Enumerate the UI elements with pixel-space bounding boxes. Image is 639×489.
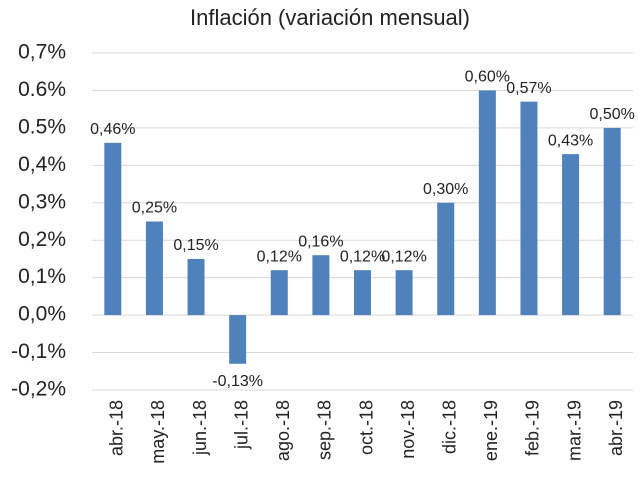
data-label: 0,12% xyxy=(381,248,426,265)
y-tick-label: 0.6% xyxy=(18,78,66,101)
data-label: 0,43% xyxy=(548,132,593,149)
bar xyxy=(478,90,496,316)
bar xyxy=(104,142,122,316)
data-label: 0,57% xyxy=(506,80,551,97)
data-label: 0,30% xyxy=(423,181,468,198)
bar xyxy=(187,258,205,316)
y-tick-label: -0,1% xyxy=(11,340,66,363)
x-tick-label: nov.-18 xyxy=(398,400,418,459)
chart-title: Inflación (variación mensual) xyxy=(190,5,470,30)
bar xyxy=(229,315,247,364)
y-tick-label: 0,4% xyxy=(18,153,66,176)
x-tick-label: jun.-18 xyxy=(190,400,210,456)
data-label: 0,60% xyxy=(465,69,510,86)
y-tick-label: 0,0% xyxy=(18,303,66,326)
bar xyxy=(562,154,580,316)
data-label: 0,12% xyxy=(340,248,385,265)
x-tick-label: abr.-18 xyxy=(107,400,127,456)
y-tick-label: 0,7% xyxy=(18,41,66,64)
x-tick-label: jul.-18 xyxy=(231,400,251,450)
x-tick-label: oct.-18 xyxy=(356,400,376,455)
y-tick-label: 0.5% xyxy=(18,115,66,138)
bar xyxy=(312,255,330,316)
data-label: 0,50% xyxy=(590,106,635,123)
x-tick-label: feb.-19 xyxy=(523,400,543,456)
data-label: 0,12% xyxy=(257,248,302,265)
x-tick-label: dic.-18 xyxy=(439,400,459,454)
bar xyxy=(603,127,621,316)
bar xyxy=(270,270,288,316)
data-label: 0,15% xyxy=(173,237,218,254)
bar xyxy=(520,101,538,316)
data-label: -0,13% xyxy=(212,373,263,390)
x-tick-label: may.-18 xyxy=(148,400,168,464)
bar xyxy=(145,221,163,316)
x-tick-label: ene.-19 xyxy=(481,400,501,461)
x-tick-label: abr.-19 xyxy=(606,400,626,456)
bar xyxy=(354,270,371,316)
x-tick-label: ago.-18 xyxy=(273,400,293,461)
x-tick-label: sep.-18 xyxy=(315,400,335,460)
x-tick-label: mar.-19 xyxy=(564,400,584,461)
bar xyxy=(395,270,413,316)
y-tick-label: 0,1% xyxy=(18,265,66,288)
bar xyxy=(437,202,455,316)
data-label: 0,46% xyxy=(90,121,135,138)
y-tick-label: 0,3% xyxy=(18,190,66,213)
data-label: 0,16% xyxy=(298,233,343,250)
y-tick-label: -0,2% xyxy=(11,378,66,401)
y-tick-label: 0,2% xyxy=(18,228,66,251)
data-label: 0,25% xyxy=(132,200,177,217)
